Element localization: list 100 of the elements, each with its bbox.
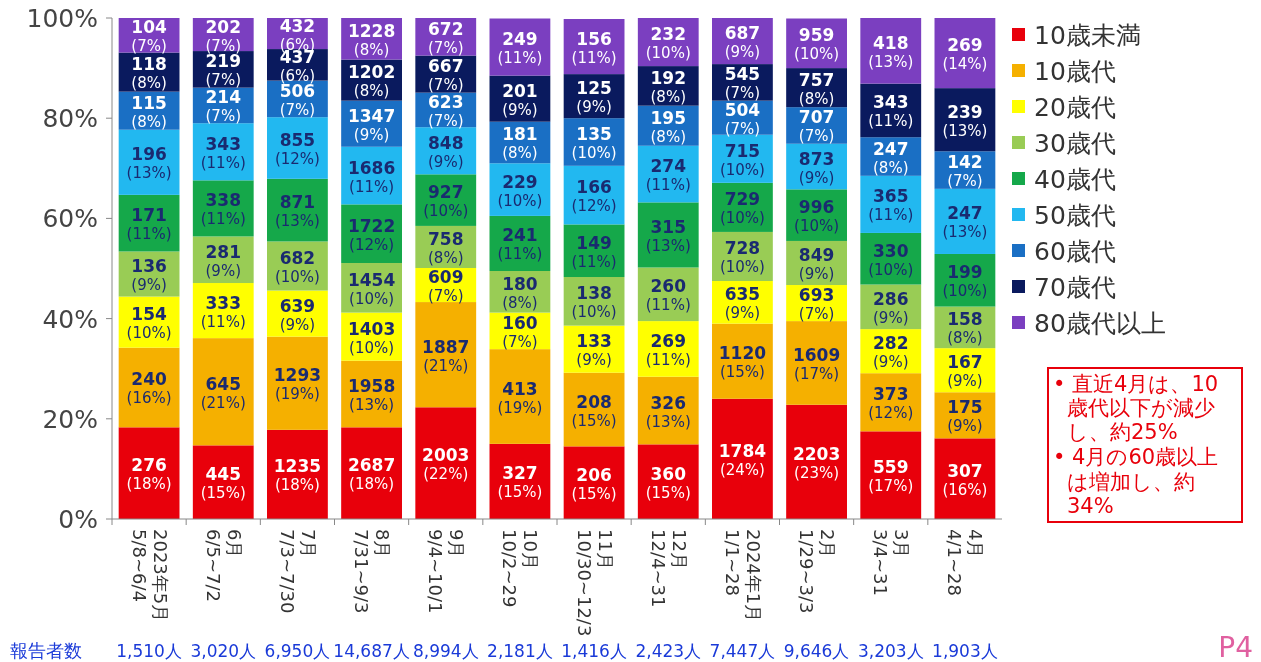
data-label: 1686 (11%) bbox=[347, 157, 396, 196]
data-label: 338 (11%) bbox=[200, 190, 246, 229]
data-label: 1235 (18%) bbox=[273, 456, 322, 495]
x-tick-label: 12月 12/4~31 bbox=[647, 529, 690, 608]
data-label: 160 (7%) bbox=[502, 312, 538, 351]
text: 報告者数 bbox=[10, 640, 82, 661]
x-tick-label: 10月 10/2~29 bbox=[499, 529, 542, 608]
bar bbox=[712, 398, 773, 519]
data-label: 206 (15%) bbox=[571, 464, 617, 503]
data-label: 135 (10%) bbox=[571, 124, 617, 162]
data-label: 158 (8%) bbox=[947, 309, 983, 348]
data-label: 192 (8%) bbox=[650, 67, 687, 106]
data-label: 1120 (15%) bbox=[718, 343, 767, 382]
data-label: 445 (15%) bbox=[200, 464, 246, 503]
text: 7,447人 bbox=[709, 641, 776, 661]
bar bbox=[786, 404, 847, 519]
data-label: 855 (12%) bbox=[274, 130, 320, 169]
text: 3,203人 bbox=[857, 641, 924, 661]
legend-label: 20歳代 bbox=[1034, 93, 1116, 122]
x-tick-label: 3月 3/4~31 bbox=[870, 529, 913, 596]
data-label: 758 (8%) bbox=[427, 228, 464, 267]
bar bbox=[192, 338, 254, 446]
data-label: 138 (10%) bbox=[571, 283, 617, 322]
y-tick-label: 80% bbox=[42, 104, 98, 134]
x-tick-label: 2024年1月 1/1~28 bbox=[721, 529, 764, 623]
data-label: 118 (8%) bbox=[131, 54, 167, 93]
data-label: 360 (15%) bbox=[645, 463, 691, 502]
data-label: 149 (11%) bbox=[571, 232, 617, 271]
data-label: 1403 (10%) bbox=[347, 318, 396, 357]
x-tick-label: 7月 7/3~7/30 bbox=[276, 529, 319, 614]
data-label: 1228 (8%) bbox=[347, 20, 396, 59]
data-label: 201 (9%) bbox=[502, 80, 538, 119]
data-label: 315 (13%) bbox=[645, 216, 691, 255]
data-label: 757 (8%) bbox=[798, 69, 835, 108]
data-label: 1784 (24%) bbox=[718, 440, 767, 479]
text: 14,687人 bbox=[333, 641, 410, 661]
x-tick-label: 6月 6/5~7/2 bbox=[202, 529, 245, 603]
data-label: 1293 (19%) bbox=[273, 365, 322, 404]
text: 1,510人 bbox=[116, 641, 182, 661]
text: 6,950人 bbox=[264, 641, 331, 661]
data-label: 286 (9%) bbox=[872, 288, 909, 327]
data-label: 1347 (9%) bbox=[347, 105, 396, 144]
data-label: 728 (10%) bbox=[719, 238, 765, 277]
data-label: 180 (8%) bbox=[502, 273, 538, 312]
data-label: 927 (10%) bbox=[423, 182, 469, 221]
data-label: 133 (9%) bbox=[576, 331, 612, 370]
data-label: 1454 (10%) bbox=[347, 269, 396, 308]
x-tick-label: 8月 7/31~9/3 bbox=[351, 529, 394, 614]
data-label: 274 (11%) bbox=[645, 156, 691, 195]
x-tick-label: 4月 4/1~28 bbox=[944, 529, 987, 596]
data-label: 639 (9%) bbox=[279, 295, 316, 334]
data-label: 167 (9%) bbox=[947, 352, 983, 391]
data-label: 693 (7%) bbox=[798, 285, 835, 324]
data-label: 2687 (18%) bbox=[347, 455, 396, 494]
data-label: 871 (13%) bbox=[274, 192, 320, 231]
x-tick-label: 9月 9/4~10/1 bbox=[425, 529, 468, 614]
data-label: 326 (13%) bbox=[645, 392, 691, 431]
data-label: 249 (11%) bbox=[497, 29, 543, 68]
data-label: 136 (9%) bbox=[131, 256, 167, 295]
text: • 4月の60歳以上は増加し、約34% bbox=[1053, 445, 1220, 518]
data-label: 1958 (13%) bbox=[347, 376, 396, 414]
data-label: 609 (7%) bbox=[427, 267, 464, 306]
text: 1,416人 bbox=[561, 641, 627, 661]
data-label: 202 (7%) bbox=[205, 16, 242, 55]
data-label: 276 (18%) bbox=[126, 455, 172, 494]
data-label: 175 (9%) bbox=[947, 397, 983, 436]
data-label: 333 (11%) bbox=[200, 292, 246, 331]
legend-label: 60歳代 bbox=[1034, 237, 1116, 266]
legend-label: 40歳代 bbox=[1034, 165, 1116, 194]
data-label: 269 (14%) bbox=[942, 35, 988, 74]
data-label: 1887 (21%) bbox=[422, 336, 470, 375]
data-label: 707 (7%) bbox=[798, 107, 835, 146]
data-label: 2203 (23%) bbox=[792, 443, 841, 482]
data-label: 672 (7%) bbox=[427, 18, 464, 57]
data-label: 343 (11%) bbox=[868, 92, 914, 131]
legend-label: 10歳代 bbox=[1034, 57, 1116, 86]
data-label: 247 (13%) bbox=[942, 203, 988, 242]
x-tick-label: 2023年5月 5/8~6/4 bbox=[128, 529, 171, 623]
data-label: 687 (9%) bbox=[724, 23, 761, 62]
data-label: 156 (11%) bbox=[571, 28, 617, 67]
data-label: 181 (8%) bbox=[502, 124, 538, 163]
data-label: 125 (9%) bbox=[576, 78, 612, 117]
data-label: 104 (7%) bbox=[131, 17, 167, 56]
text: 1,903人 bbox=[932, 641, 998, 661]
data-label: 239 (13%) bbox=[942, 101, 988, 140]
text: 3,020人 bbox=[190, 641, 257, 661]
text: 9,646人 bbox=[783, 641, 850, 661]
data-label: 281 (9%) bbox=[205, 241, 242, 280]
legend-label: 50歳代 bbox=[1034, 201, 1116, 230]
data-label: 667 (7%) bbox=[427, 56, 464, 95]
data-label: 373 (12%) bbox=[868, 384, 914, 423]
data-label: 142 (7%) bbox=[947, 152, 983, 191]
text: P4 bbox=[1218, 631, 1253, 662]
y-tick-label: 40% bbox=[42, 304, 98, 334]
data-label: 2003 (22%) bbox=[422, 445, 470, 484]
data-label: 232 (10%) bbox=[645, 24, 691, 63]
legend-label: 80歳代以上 bbox=[1034, 309, 1166, 338]
y-tick-label: 20% bbox=[42, 404, 98, 434]
y-tick-label: 100% bbox=[26, 4, 98, 33]
data-label: 848 (9%) bbox=[427, 132, 464, 171]
